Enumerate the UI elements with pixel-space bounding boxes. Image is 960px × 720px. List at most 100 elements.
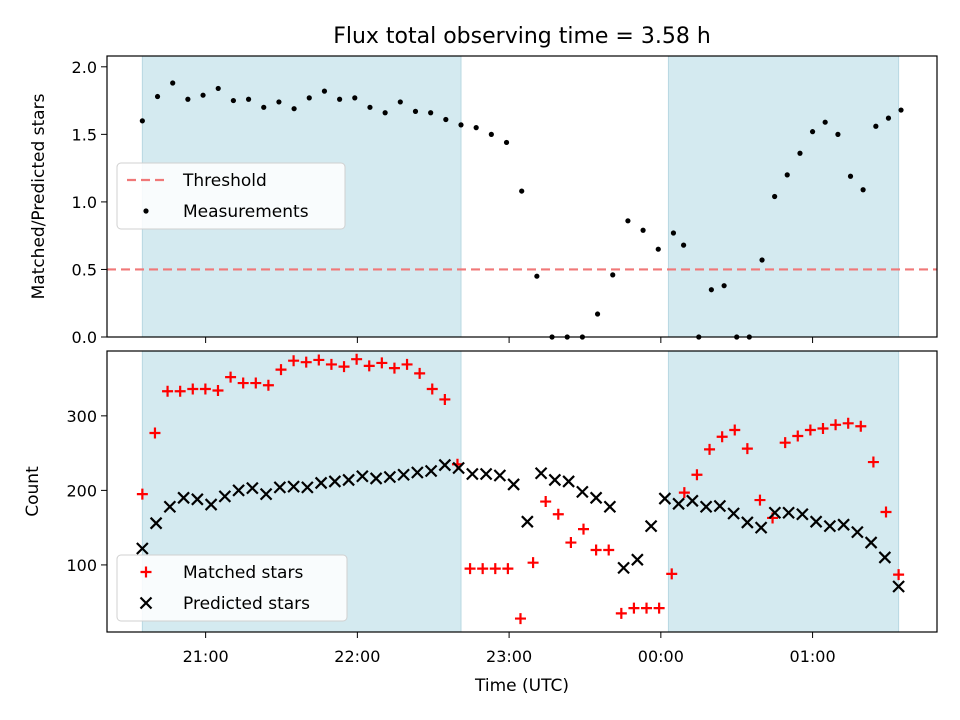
data-point [589,491,603,505]
y-tick-label: 200 [66,481,97,500]
data-point [617,561,630,575]
data-point [363,360,375,372]
data-point [519,188,525,194]
data-point [414,367,426,379]
data-point [412,108,419,114]
legend-box [116,554,348,622]
data-point [521,515,534,528]
x-axis-label: Time (UTC) [474,676,569,696]
data-point [367,104,373,110]
data-point [552,508,564,520]
data-point [514,613,526,625]
data-point [759,257,765,263]
data-point [428,110,434,116]
data-point [352,95,358,101]
x-tick-label: 01:00 [790,647,836,666]
data-point [631,553,644,566]
data-point [191,493,204,506]
data-point [704,443,716,455]
data-point [388,362,400,374]
data-point [809,515,823,528]
data-point [488,131,494,137]
data-point [699,500,713,514]
data-point [594,311,601,317]
data-point [177,491,190,505]
data-point [136,488,148,500]
shaded-interval [667,55,900,338]
data-point [721,283,727,289]
data-point [782,506,795,520]
data-point [822,119,828,125]
data-point [473,125,479,131]
data-point [218,490,232,503]
data-point [729,424,741,436]
data-point [301,481,314,494]
data-point [275,364,287,376]
legend-label: Matched stars [183,563,303,583]
data-point [878,551,892,564]
data-point [823,519,837,533]
data-point [149,427,161,439]
data-point [527,557,539,569]
data-point [796,507,809,521]
data-point [672,497,685,511]
data-point [741,443,753,455]
data-point [898,107,904,113]
data-point [804,424,816,436]
data-point [713,499,727,513]
data-point [640,227,646,233]
data-point [262,379,274,391]
data-point [356,469,369,483]
legend-label: Predicted stars [183,594,310,614]
data-point [321,88,328,94]
data-point [162,385,174,397]
data-point [590,544,602,556]
data-point [754,521,768,534]
data-point [670,230,677,236]
data-point [306,95,312,101]
data-point [540,496,552,508]
data-point [300,356,312,368]
data-point [727,507,740,520]
data-point [779,437,791,449]
data-point [860,187,866,193]
y-tick-label: 1.5 [72,125,97,144]
data-point [768,506,782,520]
data-point [291,106,297,112]
data-point [603,500,617,514]
data-point [351,353,363,365]
data-point [678,487,690,499]
data-point [851,525,864,539]
data-point [200,92,206,98]
legend: Matched stars Predicted stars [116,554,348,622]
data-point [136,542,149,555]
data-point [610,272,616,278]
legend-swatch [140,566,152,578]
data-point [230,97,236,104]
data-point [892,580,905,593]
x-tick-label: 21:00 [183,647,229,666]
data-point [867,456,879,468]
legend: Threshold Measurements [116,162,346,230]
data-point [893,569,905,581]
data-point [261,104,267,110]
data-point [837,518,850,531]
y-tick-label: 0.0 [72,328,97,347]
legend-swatch [139,596,153,610]
y-tick-label: 2.0 [72,58,97,77]
data-point [338,361,350,373]
data-point [797,150,803,156]
data-point [835,131,841,137]
data-point [489,563,501,575]
data-point [187,383,199,395]
data-point [337,96,343,102]
data-point [426,383,438,395]
data-point [885,115,892,121]
data-point [225,371,237,383]
data-point [534,466,548,480]
data-point [628,602,640,614]
data-point [880,506,892,518]
data-point [479,467,493,481]
data-point [534,273,540,279]
data-point [686,494,699,508]
